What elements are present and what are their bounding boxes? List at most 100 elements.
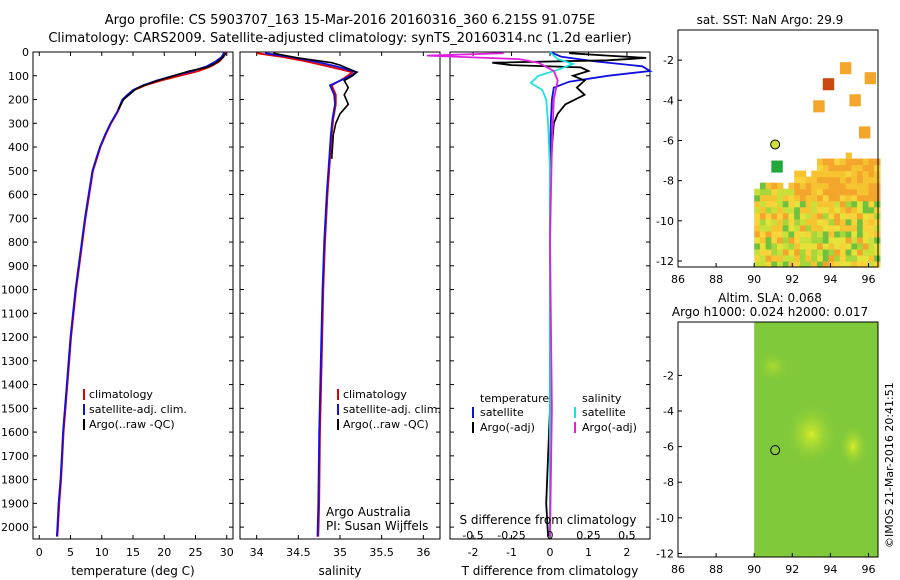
- sst-cell: [851, 254, 858, 262]
- sst-cell: [857, 218, 864, 226]
- sst-cell: [765, 200, 772, 208]
- sst-cell: [817, 170, 824, 178]
- sst-cell: [771, 206, 778, 214]
- sst-cell: [788, 206, 795, 214]
- s-diff-tick-label: -0.25: [497, 529, 525, 542]
- sst-cell: [777, 230, 784, 238]
- sst-cell: [765, 248, 772, 256]
- sst-cell: [794, 170, 801, 178]
- sla-high-anomaly: [837, 422, 870, 471]
- sst-cell: [868, 158, 875, 166]
- sst-cell: [788, 230, 795, 238]
- sst-cell: [874, 188, 881, 196]
- sst-cell: [822, 170, 830, 178]
- depth-tick-label: 700: [8, 212, 29, 225]
- sst-cell: [794, 188, 801, 196]
- sst-cell: [765, 230, 772, 238]
- sst-cell: [822, 218, 830, 226]
- x-tick-label: 34.5: [286, 546, 311, 559]
- sst-cell: [868, 236, 875, 244]
- sst-cell: [857, 236, 864, 244]
- sst-cell: [857, 260, 864, 268]
- sst-cell: [862, 158, 870, 166]
- sst-cell: [862, 224, 870, 232]
- sst-cell: [754, 260, 761, 268]
- legend-temperature-header: temperature: [480, 392, 549, 405]
- sst-cell: [777, 218, 784, 226]
- x-tick-label: 36: [416, 546, 430, 559]
- sst-cell: [834, 182, 841, 190]
- sst-cell: [822, 242, 830, 250]
- y-tick-label: -12: [656, 255, 674, 268]
- sst-cell: [868, 188, 875, 196]
- sst-cell: [782, 248, 790, 256]
- sst-cell: [765, 236, 772, 244]
- t-difference-xlabel: T difference from climatology: [461, 564, 639, 578]
- sst-cell: [851, 200, 858, 208]
- legend-entry: Argo(..raw -QC): [89, 418, 175, 431]
- sst-cell: [828, 260, 835, 268]
- sst-cell: [788, 212, 795, 220]
- sst-cell: [811, 170, 818, 178]
- sst-cell: [839, 260, 847, 268]
- sst-cell: [777, 224, 784, 232]
- depth-tick-label: 100: [8, 70, 29, 83]
- depth-tick-label: 800: [8, 236, 29, 249]
- legend-entry: Argo(-adj): [480, 421, 535, 434]
- x-tick-label: 96: [861, 563, 875, 576]
- sst-cell: [851, 176, 858, 184]
- sst-cell: [822, 194, 830, 202]
- sst-cell: [771, 236, 778, 244]
- sst-cell: [822, 158, 830, 166]
- sst-cell: [805, 200, 812, 208]
- sst-cell: [805, 236, 812, 244]
- legend-entry: Argo(..raw -QC): [343, 418, 429, 431]
- sst-cell: [782, 200, 790, 208]
- sst-cell: [771, 188, 778, 196]
- series-line-climatology: [56, 51, 227, 537]
- series-line-salinity-satellite: [529, 51, 576, 537]
- depth-tick-label: 200: [8, 94, 29, 107]
- sst-cell: [754, 230, 761, 238]
- sst-cell: [754, 224, 761, 232]
- depth-tick-label: 1200: [1, 331, 29, 344]
- sst-cell: [794, 236, 801, 244]
- sst-cell: [822, 182, 830, 190]
- y-tick-label: -2: [663, 369, 674, 382]
- depth-tick-label: 900: [8, 260, 29, 273]
- s-difference-label: S difference from climatology: [460, 513, 637, 527]
- sst-cell: [759, 230, 767, 238]
- argo-australia-annotation: Argo Australia: [326, 505, 411, 519]
- sst-cell: [857, 212, 864, 220]
- sst-cell: [771, 224, 778, 232]
- x-tick-label: 10: [95, 546, 109, 559]
- sst-cell: [788, 188, 795, 196]
- sst-cell: [782, 212, 790, 220]
- sst-cell: [857, 248, 864, 256]
- x-tick-label: 35: [333, 546, 347, 559]
- depth-tick-label: 500: [8, 165, 29, 178]
- sst-cell: [822, 230, 830, 238]
- x-tick-label: 90: [747, 563, 761, 576]
- sst-cell: [754, 188, 761, 196]
- sst-cell: [874, 200, 881, 208]
- sst-cell: [845, 176, 852, 184]
- sst-cell: [828, 230, 835, 238]
- sst-cell: [828, 248, 835, 256]
- sst-cell: [822, 200, 830, 208]
- sst-cell: [839, 212, 847, 220]
- sst-cell: [834, 164, 841, 172]
- sst-cell: [845, 248, 852, 256]
- legend-entry: climatology: [343, 388, 407, 401]
- sst-cell: [834, 176, 841, 184]
- sst-cell: [822, 254, 830, 262]
- sst-cell: [851, 170, 858, 178]
- sst-cell: [839, 182, 847, 190]
- sst-cell: [782, 194, 790, 202]
- sst-cell: [868, 230, 875, 238]
- depth-tick-label: 1500: [1, 402, 29, 415]
- sst-cell: [862, 218, 870, 226]
- sst-cell: [817, 206, 824, 214]
- sst-cell: [759, 242, 767, 250]
- sst-cell: [788, 194, 795, 202]
